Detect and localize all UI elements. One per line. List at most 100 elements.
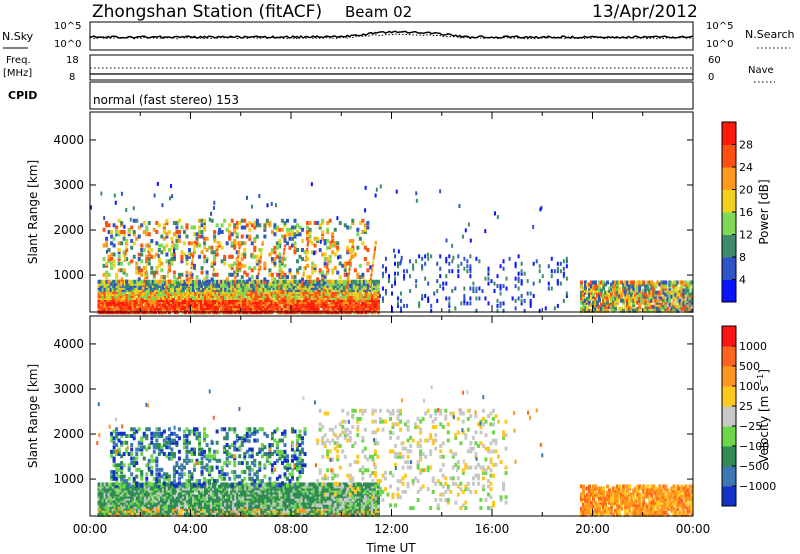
data-cell — [99, 279, 103, 284]
data-cell — [323, 257, 327, 262]
data-cell — [145, 302, 149, 307]
data-cell — [374, 242, 377, 246]
data-cell — [238, 498, 242, 503]
data-cell — [268, 512, 272, 517]
data-cell — [298, 225, 302, 230]
data-cell — [292, 504, 296, 509]
data-cell — [222, 500, 226, 505]
data-cell — [238, 293, 242, 298]
data-cell — [658, 302, 662, 307]
data-cell — [125, 494, 129, 499]
data-cell — [206, 259, 209, 264]
data-cell — [135, 490, 139, 495]
data-cell — [604, 298, 608, 303]
data-cell — [664, 280, 668, 285]
data-cell — [310, 182, 313, 187]
data-cell — [372, 255, 375, 259]
data-cell — [150, 248, 154, 253]
data-cell — [374, 308, 378, 313]
data-cell — [255, 234, 259, 239]
data-cell — [308, 298, 312, 303]
data-cell — [272, 291, 276, 296]
data-cell — [256, 306, 260, 311]
data-cell — [340, 279, 344, 284]
data-cell — [210, 250, 214, 255]
data-cell — [660, 290, 664, 295]
data-cell — [194, 300, 198, 305]
data-cell — [654, 304, 658, 309]
data-cell — [127, 486, 131, 491]
data-cell — [126, 240, 129, 244]
data-cell — [175, 304, 179, 309]
data-cell — [244, 490, 248, 495]
data-cell — [173, 508, 177, 513]
data-cell — [236, 302, 240, 307]
data-cell — [111, 283, 115, 288]
data-cell — [167, 486, 171, 491]
data-cell — [228, 272, 232, 277]
data-cell — [107, 223, 111, 228]
data-cell — [326, 266, 329, 270]
data-cell — [232, 502, 236, 507]
data-cell — [265, 218, 269, 223]
data-cell — [262, 490, 266, 495]
data-cell — [660, 304, 664, 309]
data-cell — [222, 508, 226, 513]
data-cell — [340, 308, 344, 313]
data-cell — [260, 502, 264, 507]
data-cell — [149, 296, 153, 301]
data-cell — [202, 510, 206, 515]
data-cell — [226, 500, 230, 505]
data-cell — [363, 223, 367, 228]
data-cell — [123, 502, 127, 507]
data-cell — [376, 296, 380, 301]
data-cell — [171, 488, 175, 493]
data-cell — [125, 302, 129, 307]
data-cell — [194, 293, 198, 298]
data-cell — [356, 232, 360, 237]
data-cell — [162, 248, 166, 253]
data-cell — [107, 248, 111, 253]
data-cell — [346, 306, 350, 311]
data-cell — [218, 484, 222, 489]
data-cell — [646, 288, 650, 293]
data-cell — [502, 259, 505, 264]
data-cell — [360, 293, 364, 298]
data-cell — [520, 269, 523, 274]
data-cell — [230, 293, 234, 298]
data-cell — [228, 289, 232, 294]
data-cell — [280, 502, 284, 507]
nave-tick-bottom: 0 — [708, 72, 714, 83]
data-cell — [173, 279, 177, 284]
data-cell — [529, 301, 532, 306]
data-cell — [323, 252, 327, 257]
data-cell — [103, 502, 107, 507]
data-cell — [283, 272, 287, 277]
data-cell — [579, 280, 583, 285]
data-cell — [288, 308, 292, 313]
data-cell — [150, 254, 154, 259]
data-cell — [113, 296, 117, 301]
data-cell — [242, 302, 246, 307]
data-cell — [131, 302, 135, 307]
data-cell — [232, 302, 236, 307]
data-cell — [260, 296, 264, 301]
data-cell — [145, 225, 149, 230]
data-cell — [149, 482, 153, 487]
data-cell — [350, 308, 354, 313]
data-cell — [358, 275, 362, 280]
data-cell — [280, 271, 283, 275]
data-cell — [206, 512, 210, 517]
data-cell — [202, 484, 206, 489]
data-cell — [520, 301, 523, 306]
data-cell — [370, 300, 374, 305]
data-cell — [165, 283, 169, 288]
data-cell — [272, 504, 276, 509]
data-cell — [349, 262, 352, 266]
data-cell — [107, 230, 111, 235]
data-cell — [99, 504, 103, 509]
data-cell — [111, 494, 115, 499]
data-cell — [245, 223, 249, 228]
data-cell — [109, 492, 113, 497]
data-cell — [356, 272, 360, 277]
